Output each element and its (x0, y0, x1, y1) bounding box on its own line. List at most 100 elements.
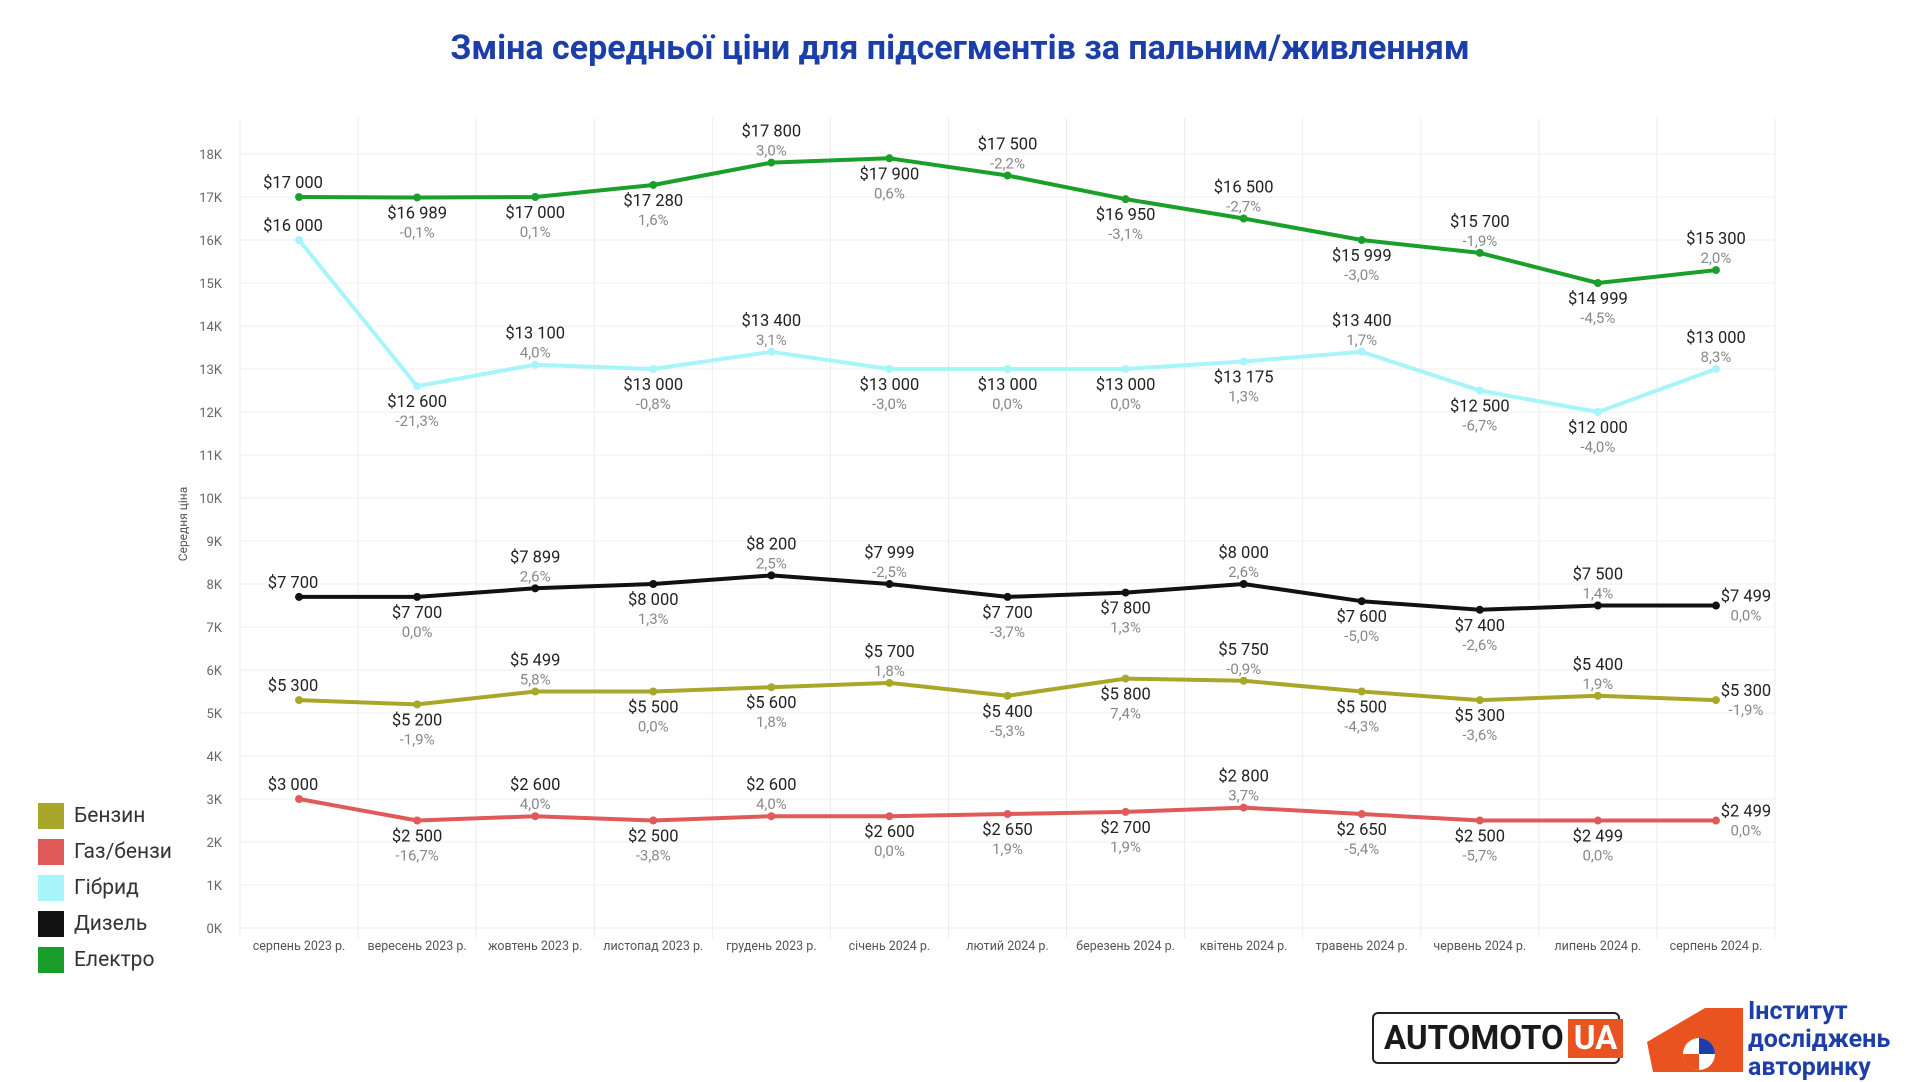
change-label: -3,0% (872, 395, 907, 413)
change-label: 4,0% (520, 344, 551, 362)
data-point (295, 795, 304, 803)
legend-label: Електро (74, 948, 155, 972)
data-label: $16 000 (263, 217, 323, 236)
change-label: 4,0% (756, 795, 787, 813)
change-label: 2,6% (1228, 563, 1259, 581)
data-point (531, 193, 540, 201)
change-label: -1,9% (1728, 701, 1763, 719)
data-label: $5 400 (1573, 656, 1623, 675)
data-label: $16 500 (1214, 179, 1274, 198)
data-point (1239, 803, 1248, 812)
data-label: $2 500 (1455, 828, 1505, 847)
data-point (1121, 588, 1130, 597)
change-label: 3,7% (1228, 787, 1259, 805)
data-label: $13 000 (860, 376, 920, 395)
data-label: $17 800 (741, 123, 801, 142)
change-label: 2,5% (756, 554, 787, 572)
data-label: $5 200 (392, 711, 442, 730)
data-point (1711, 365, 1720, 373)
change-label: 0,0% (992, 395, 1023, 413)
data-point (885, 154, 894, 163)
institute-logo-icon (1647, 1008, 1743, 1072)
legend: Бензин Газ/бензи Гібрид Дизель Електро (38, 798, 172, 978)
legend-item-diesel[interactable]: Дизель (38, 906, 172, 942)
line-chart: 0K 1K 2K 3K 4K 5K 6K 7K 8K 9K 10K 11K 12K 13K 14K 15K 16… (176, 118, 1776, 954)
data-label: $13 000 (1686, 329, 1746, 348)
data-label: $2 499 (1573, 828, 1623, 847)
data-label: $17 000 (263, 174, 323, 193)
data-label: $5 800 (1100, 686, 1150, 705)
data-label: $2 600 (746, 776, 796, 795)
y-tick-label: 16K (199, 234, 223, 249)
data-point (1003, 691, 1012, 700)
data-point (1239, 214, 1248, 223)
legend-item-petrol[interactable]: Бензин (38, 798, 172, 834)
data-label: $2 700 (1100, 819, 1150, 838)
change-label: -3,7% (990, 623, 1025, 641)
x-tick-label: липень 2024 р. (1554, 939, 1641, 954)
data-point (1357, 810, 1366, 819)
data-point (1239, 357, 1248, 366)
change-label: 0,0% (1110, 395, 1141, 413)
y-tick-label: 6K (207, 664, 223, 679)
x-tick-label: жовтень 2023 р. (488, 939, 582, 954)
data-label: $5 400 (982, 703, 1032, 722)
data-point (1003, 171, 1012, 180)
data-label: $7 999 (864, 544, 914, 563)
y-tick-label: 8K (207, 578, 223, 593)
data-point (885, 580, 894, 589)
y-tick-label: 1K (207, 879, 223, 894)
data-point (1003, 592, 1012, 601)
data-point (649, 816, 658, 825)
data-label: $5 300 (1455, 707, 1505, 726)
change-label: 1,9% (1110, 838, 1141, 856)
data-point (1593, 691, 1602, 700)
change-label: -0,9% (1226, 660, 1261, 678)
data-label: $7 899 (510, 548, 560, 567)
legend-swatch (38, 839, 64, 865)
data-label: $14 999 (1568, 290, 1628, 309)
change-label: -2,6% (1462, 636, 1497, 654)
change-label: -1,9% (1462, 232, 1497, 250)
data-label: $2 600 (864, 823, 914, 842)
y-tick-label: 3K (207, 793, 223, 808)
data-label: $2 650 (982, 821, 1032, 840)
data-label: $17 900 (860, 165, 920, 184)
data-point (767, 571, 776, 580)
automoto-logo: AUTOMOTO UA (1372, 1012, 1624, 1064)
data-point (413, 382, 422, 391)
data-label: $12 500 (1450, 398, 1510, 417)
data-point (531, 812, 540, 821)
change-label: -5,0% (1344, 627, 1379, 645)
legend-item-gas[interactable]: Газ/бензи (38, 834, 172, 870)
change-label: 8,3% (1701, 348, 1732, 366)
change-label: 7,4% (1110, 705, 1141, 723)
data-label: $13 400 (741, 312, 801, 331)
change-label: -0,1% (400, 223, 435, 241)
data-label: $7 700 (268, 574, 318, 593)
institute-logo-line: досліджень (1748, 1025, 1891, 1054)
data-point (413, 700, 422, 709)
data-point (1357, 347, 1366, 356)
change-label: 0,6% (874, 184, 905, 202)
change-label: 1,8% (756, 713, 787, 731)
legend-item-hybrid[interactable]: Гібрид (38, 870, 172, 906)
x-tick-label: січень 2024 р. (849, 939, 931, 954)
change-label: -3,8% (636, 847, 671, 865)
data-label: $5 750 (1218, 641, 1268, 660)
legend-item-electric[interactable]: Електро (38, 942, 172, 978)
data-label: $13 000 (978, 376, 1038, 395)
data-point (1121, 674, 1130, 683)
data-label: $13 400 (1332, 312, 1392, 331)
data-point (1711, 601, 1720, 610)
change-label: -3,6% (1462, 726, 1497, 744)
x-tick-label: березень 2024 р. (1076, 939, 1175, 954)
data-label: $17 500 (978, 136, 1038, 155)
data-label: $13 000 (623, 376, 683, 395)
data-point (413, 592, 422, 601)
change-label: 1,9% (1582, 675, 1613, 693)
change-label: 3,1% (756, 331, 787, 349)
y-tick-label: 17K (199, 191, 223, 206)
data-point (1475, 696, 1484, 705)
data-point (885, 812, 894, 821)
